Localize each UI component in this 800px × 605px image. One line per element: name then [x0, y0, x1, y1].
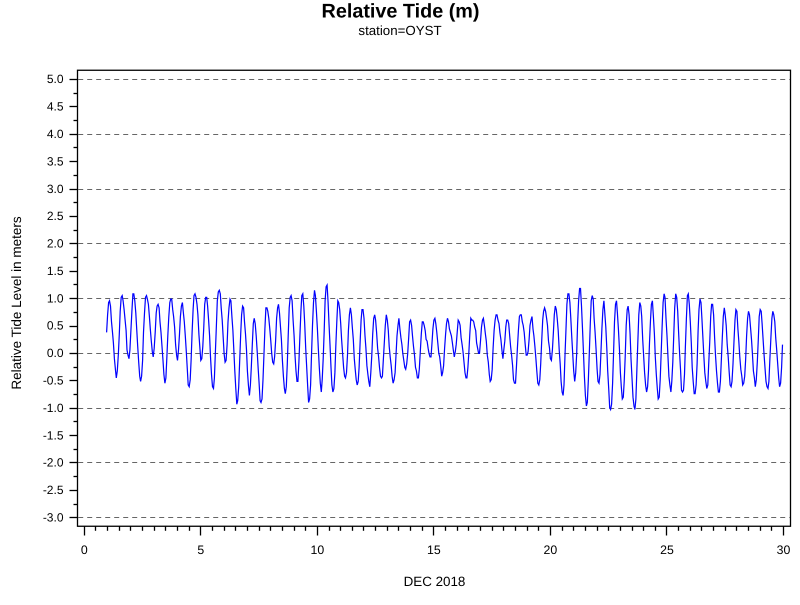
svg-text:-3.0: -3.0	[43, 510, 64, 524]
svg-text:-2.5: -2.5	[43, 483, 64, 497]
svg-text:DEC 2018: DEC 2018	[404, 574, 466, 589]
svg-text:3.5: 3.5	[47, 154, 64, 168]
svg-text:15: 15	[427, 543, 441, 557]
svg-text:0.0: 0.0	[47, 346, 64, 360]
svg-text:10: 10	[311, 543, 325, 557]
svg-text:0: 0	[81, 543, 88, 557]
svg-text:-1.0: -1.0	[43, 401, 64, 415]
svg-text:1.0: 1.0	[47, 291, 64, 305]
svg-text:3.0: 3.0	[47, 182, 64, 196]
svg-text:20: 20	[544, 543, 558, 557]
svg-text:30: 30	[777, 543, 791, 557]
svg-text:Relative Tide Level in meters: Relative Tide Level in meters	[9, 216, 24, 390]
svg-text:station=OYST: station=OYST	[358, 23, 441, 38]
svg-text:0.5: 0.5	[47, 319, 64, 333]
svg-text:2.5: 2.5	[47, 209, 64, 223]
svg-text:2.0: 2.0	[47, 237, 64, 251]
svg-text:-2.0: -2.0	[43, 456, 64, 470]
svg-text:Relative Tide (m): Relative Tide (m)	[322, 1, 480, 23]
svg-text:4.5: 4.5	[47, 100, 64, 114]
svg-text:5.0: 5.0	[47, 72, 64, 86]
svg-text:25: 25	[660, 543, 674, 557]
svg-text:-0.5: -0.5	[43, 374, 64, 388]
svg-text:-1.5: -1.5	[43, 428, 64, 442]
svg-text:4.0: 4.0	[47, 127, 64, 141]
svg-text:5: 5	[197, 543, 204, 557]
svg-text:1.5: 1.5	[47, 264, 64, 278]
